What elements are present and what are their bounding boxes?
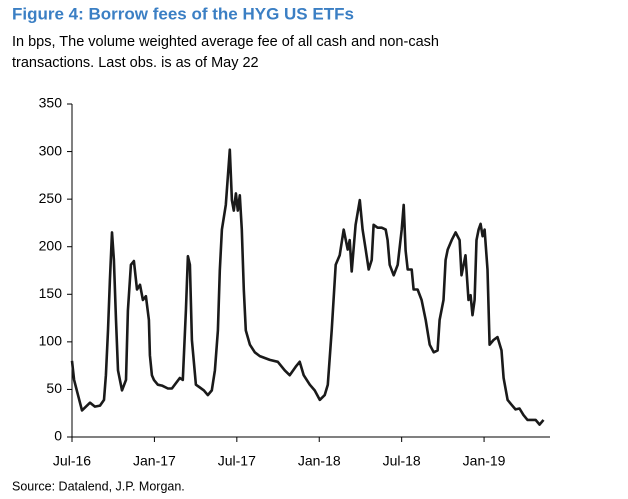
- x-tick-label: Jan-17: [133, 453, 176, 469]
- y-tick-label: 350: [39, 95, 63, 111]
- source-note: Source: Datalend, J.P. Morgan.: [12, 479, 185, 493]
- chart-subtitle: transactions. Last obs. is as of May 22: [12, 55, 259, 71]
- data-line: [70, 148, 545, 426]
- y-tick-label: 250: [39, 190, 63, 206]
- chart-subtitle: In bps, The volume weighted average fee …: [12, 34, 439, 50]
- y-tick-label: 150: [39, 285, 63, 301]
- y-tick-label: 200: [39, 237, 63, 253]
- x-tick-label: Jan-18: [298, 453, 341, 469]
- y-tick-label: 50: [46, 380, 62, 396]
- y-tick-label: 0: [54, 428, 62, 444]
- x-tick-label: Jul-18: [383, 453, 421, 469]
- y-tick-label: 300: [39, 142, 63, 158]
- chart-title: Figure 4: Borrow fees of the HYG US ETFs: [12, 4, 354, 23]
- x-tick-label: Jan-19: [463, 453, 506, 469]
- y-tick-label: 100: [39, 333, 63, 349]
- x-tick-label: Jul-16: [53, 453, 91, 469]
- x-tick-label: Jul-17: [218, 453, 256, 469]
